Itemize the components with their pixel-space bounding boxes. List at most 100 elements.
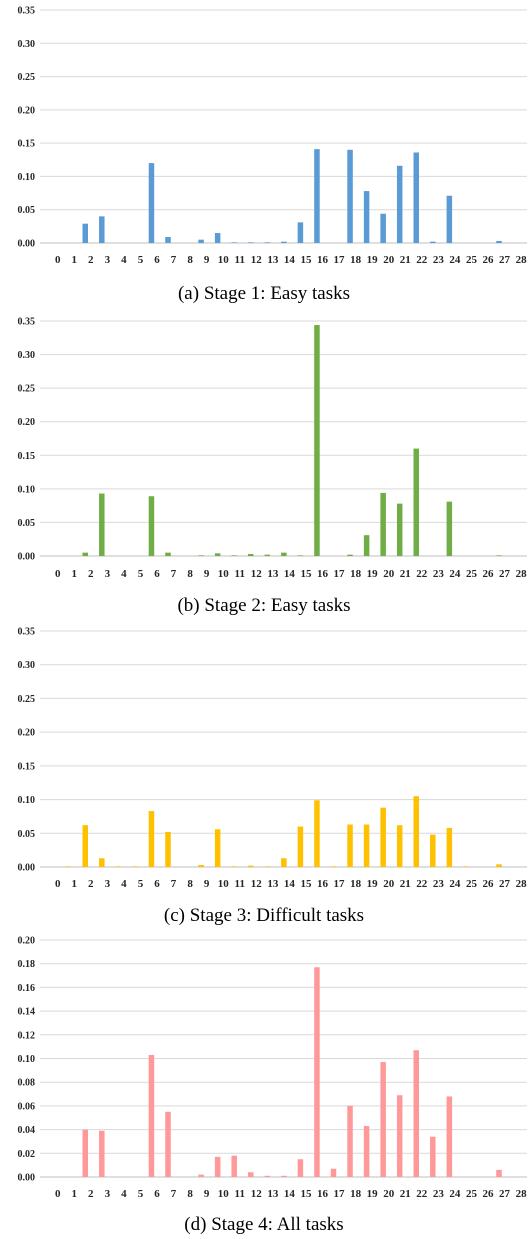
x-tick-label: 7 <box>171 878 177 890</box>
x-tick-label: 23 <box>433 254 445 266</box>
bar <box>231 242 237 243</box>
x-tick-label: 10 <box>218 1188 230 1200</box>
x-tick-label: 14 <box>284 568 296 580</box>
x-tick-label: 26 <box>483 568 495 580</box>
x-tick-label: 26 <box>483 254 495 266</box>
bar <box>264 554 271 556</box>
x-tick-label: 28 <box>516 878 528 890</box>
x-tick-label: 9 <box>204 878 210 890</box>
y-tick-label: 0.20 <box>18 105 36 116</box>
x-tick-label: 0 <box>55 1188 61 1200</box>
bar <box>380 492 386 556</box>
x-tick-label: 18 <box>350 1188 362 1200</box>
x-tick-label: 28 <box>516 568 528 580</box>
bar <box>115 866 122 867</box>
bar <box>363 1126 370 1177</box>
x-tick-label: 25 <box>466 878 478 890</box>
x-tick-label: 27 <box>499 878 511 890</box>
y-tick-label: 0.12 <box>18 1030 36 1041</box>
bar <box>281 858 287 867</box>
x-tick-label: 3 <box>105 568 111 580</box>
y-tick-label: 0.08 <box>18 1078 36 1089</box>
bar <box>214 233 221 243</box>
x-tick-label: 22 <box>416 254 428 266</box>
bar <box>430 834 436 867</box>
y-tick-label: 0.00 <box>18 1173 36 1184</box>
x-tick-label: 21 <box>400 878 411 890</box>
x-tick-label: 16 <box>317 1188 329 1200</box>
x-tick-label: 15 <box>300 878 312 890</box>
x-tick-label: 17 <box>334 254 346 266</box>
x-tick-label: 11 <box>235 254 245 266</box>
x-tick-label: 14 <box>284 254 296 266</box>
bar <box>281 1175 287 1177</box>
bar <box>99 1130 105 1177</box>
x-tick-label: 8 <box>187 1188 193 1200</box>
y-tick-label: 0.05 <box>18 829 36 840</box>
x-tick-label: 11 <box>235 568 245 580</box>
x-tick-label: 17 <box>334 1188 346 1200</box>
bar <box>330 866 337 867</box>
x-tick-label: 15 <box>300 254 312 266</box>
x-tick-label: 3 <box>105 1188 111 1200</box>
x-tick-label: 19 <box>367 568 379 580</box>
bar <box>214 829 221 867</box>
x-tick-label: 12 <box>251 1188 263 1200</box>
x-tick-label: 13 <box>267 254 279 266</box>
y-tick-label: 0.10 <box>18 1054 36 1065</box>
x-tick-label: 12 <box>251 878 263 890</box>
bar <box>496 864 502 867</box>
x-tick-label: 24 <box>449 1188 461 1200</box>
x-tick-label: 27 <box>499 254 511 266</box>
x-tick-label: 27 <box>499 1188 511 1200</box>
x-tick-label: 25 <box>466 254 478 266</box>
x-tick-label: 16 <box>317 568 329 580</box>
y-tick-label: 0.20 <box>18 728 36 739</box>
y-tick-label: 0.10 <box>18 172 36 183</box>
chart-caption: (d) Stage 4: All tasks <box>184 1214 343 1235</box>
x-tick-label: 9 <box>204 568 210 580</box>
x-tick-label: 8 <box>187 254 193 266</box>
x-tick-label: 19 <box>367 878 379 890</box>
x-tick-label: 20 <box>383 254 395 266</box>
x-tick-label: 7 <box>171 254 177 266</box>
bar <box>380 807 386 867</box>
x-tick-label: 2 <box>88 1188 94 1200</box>
x-tick-label: 20 <box>383 568 395 580</box>
bar <box>198 239 204 243</box>
x-tick-label: 23 <box>433 568 445 580</box>
bar <box>330 1168 337 1177</box>
bar <box>446 827 453 867</box>
x-tick-label: 5 <box>138 254 144 266</box>
y-tick-label: 0.02 <box>18 1149 36 1160</box>
chart-caption: (c) Stage 3: Difficult tasks <box>164 905 364 926</box>
x-tick-label: 26 <box>483 878 495 890</box>
y-tick-label: 0.20 <box>18 936 36 947</box>
x-tick-label: 25 <box>466 568 478 580</box>
bar <box>430 241 436 243</box>
x-tick-label: 25 <box>466 1188 478 1200</box>
bar <box>99 216 105 243</box>
bar <box>297 555 304 556</box>
bar <box>496 555 502 556</box>
bar <box>396 1095 403 1177</box>
x-tick-label: 1 <box>72 568 78 580</box>
y-tick-label: 0.15 <box>18 451 36 462</box>
x-tick-label: 4 <box>121 568 127 580</box>
bar <box>165 831 171 867</box>
y-tick-label: 0.20 <box>18 417 36 428</box>
bar <box>380 1062 386 1177</box>
bar <box>314 325 320 556</box>
y-tick-label: 0.05 <box>18 518 36 529</box>
y-tick-label: 0.00 <box>18 863 36 874</box>
bar <box>198 555 204 556</box>
y-tick-label: 0.16 <box>18 983 36 994</box>
bar <box>82 825 88 867</box>
bar <box>314 149 320 243</box>
y-tick-label: 0.35 <box>18 6 36 17</box>
x-tick-label: 11 <box>235 1188 245 1200</box>
bar <box>248 553 254 556</box>
x-tick-label: 10 <box>218 878 230 890</box>
y-tick-label: 0.00 <box>18 239 36 250</box>
x-tick-label: 22 <box>416 878 428 890</box>
